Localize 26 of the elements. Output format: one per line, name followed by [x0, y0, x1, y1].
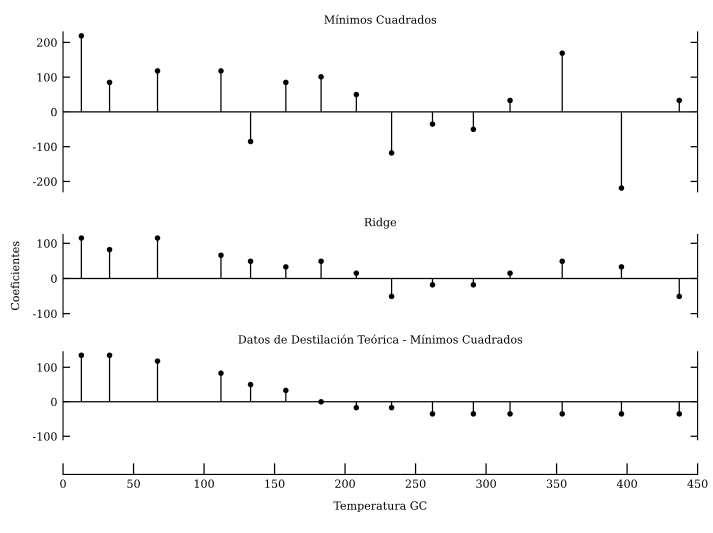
- y-axis-title: Coeficientes: [10, 242, 20, 310]
- chart-title: Mínimos Cuadrados: [324, 14, 436, 24]
- x-tick-label: 200: [335, 480, 355, 488]
- y-tick-label: 100: [38, 73, 57, 82]
- x-tick-label: 300: [476, 480, 496, 488]
- x-tick-label: 150: [265, 480, 284, 488]
- x-tick-label: 100: [194, 480, 214, 488]
- x-tick-label: 350: [546, 480, 566, 488]
- y-tick-label: 100: [38, 363, 57, 372]
- x-axis-title: Temperatura GC: [334, 501, 427, 512]
- y-tick-label: 100: [38, 239, 57, 248]
- x-tick-label: 450: [687, 480, 708, 488]
- x-tick-label: 0: [60, 480, 66, 488]
- y-tick-label: 0: [51, 274, 57, 283]
- chart-title: Ridge: [364, 218, 396, 229]
- y-tick-label: 0: [51, 108, 57, 116]
- y-tick-label: -200: [33, 177, 57, 186]
- y-tick-label: -100: [33, 142, 57, 152]
- x-tick-label: 50: [127, 480, 140, 488]
- y-tick-label: 200: [37, 38, 57, 47]
- chart-title: Datos de Destilación Teórica - Mínimos Cuadrados: [238, 334, 522, 344]
- x-tick-label: 400: [616, 480, 637, 488]
- y-tick-label: -100: [33, 432, 57, 441]
- x-tick-label: 250: [406, 480, 426, 488]
- y-tick-label: -100: [33, 310, 57, 318]
- y-tick-label: 0: [51, 398, 57, 406]
